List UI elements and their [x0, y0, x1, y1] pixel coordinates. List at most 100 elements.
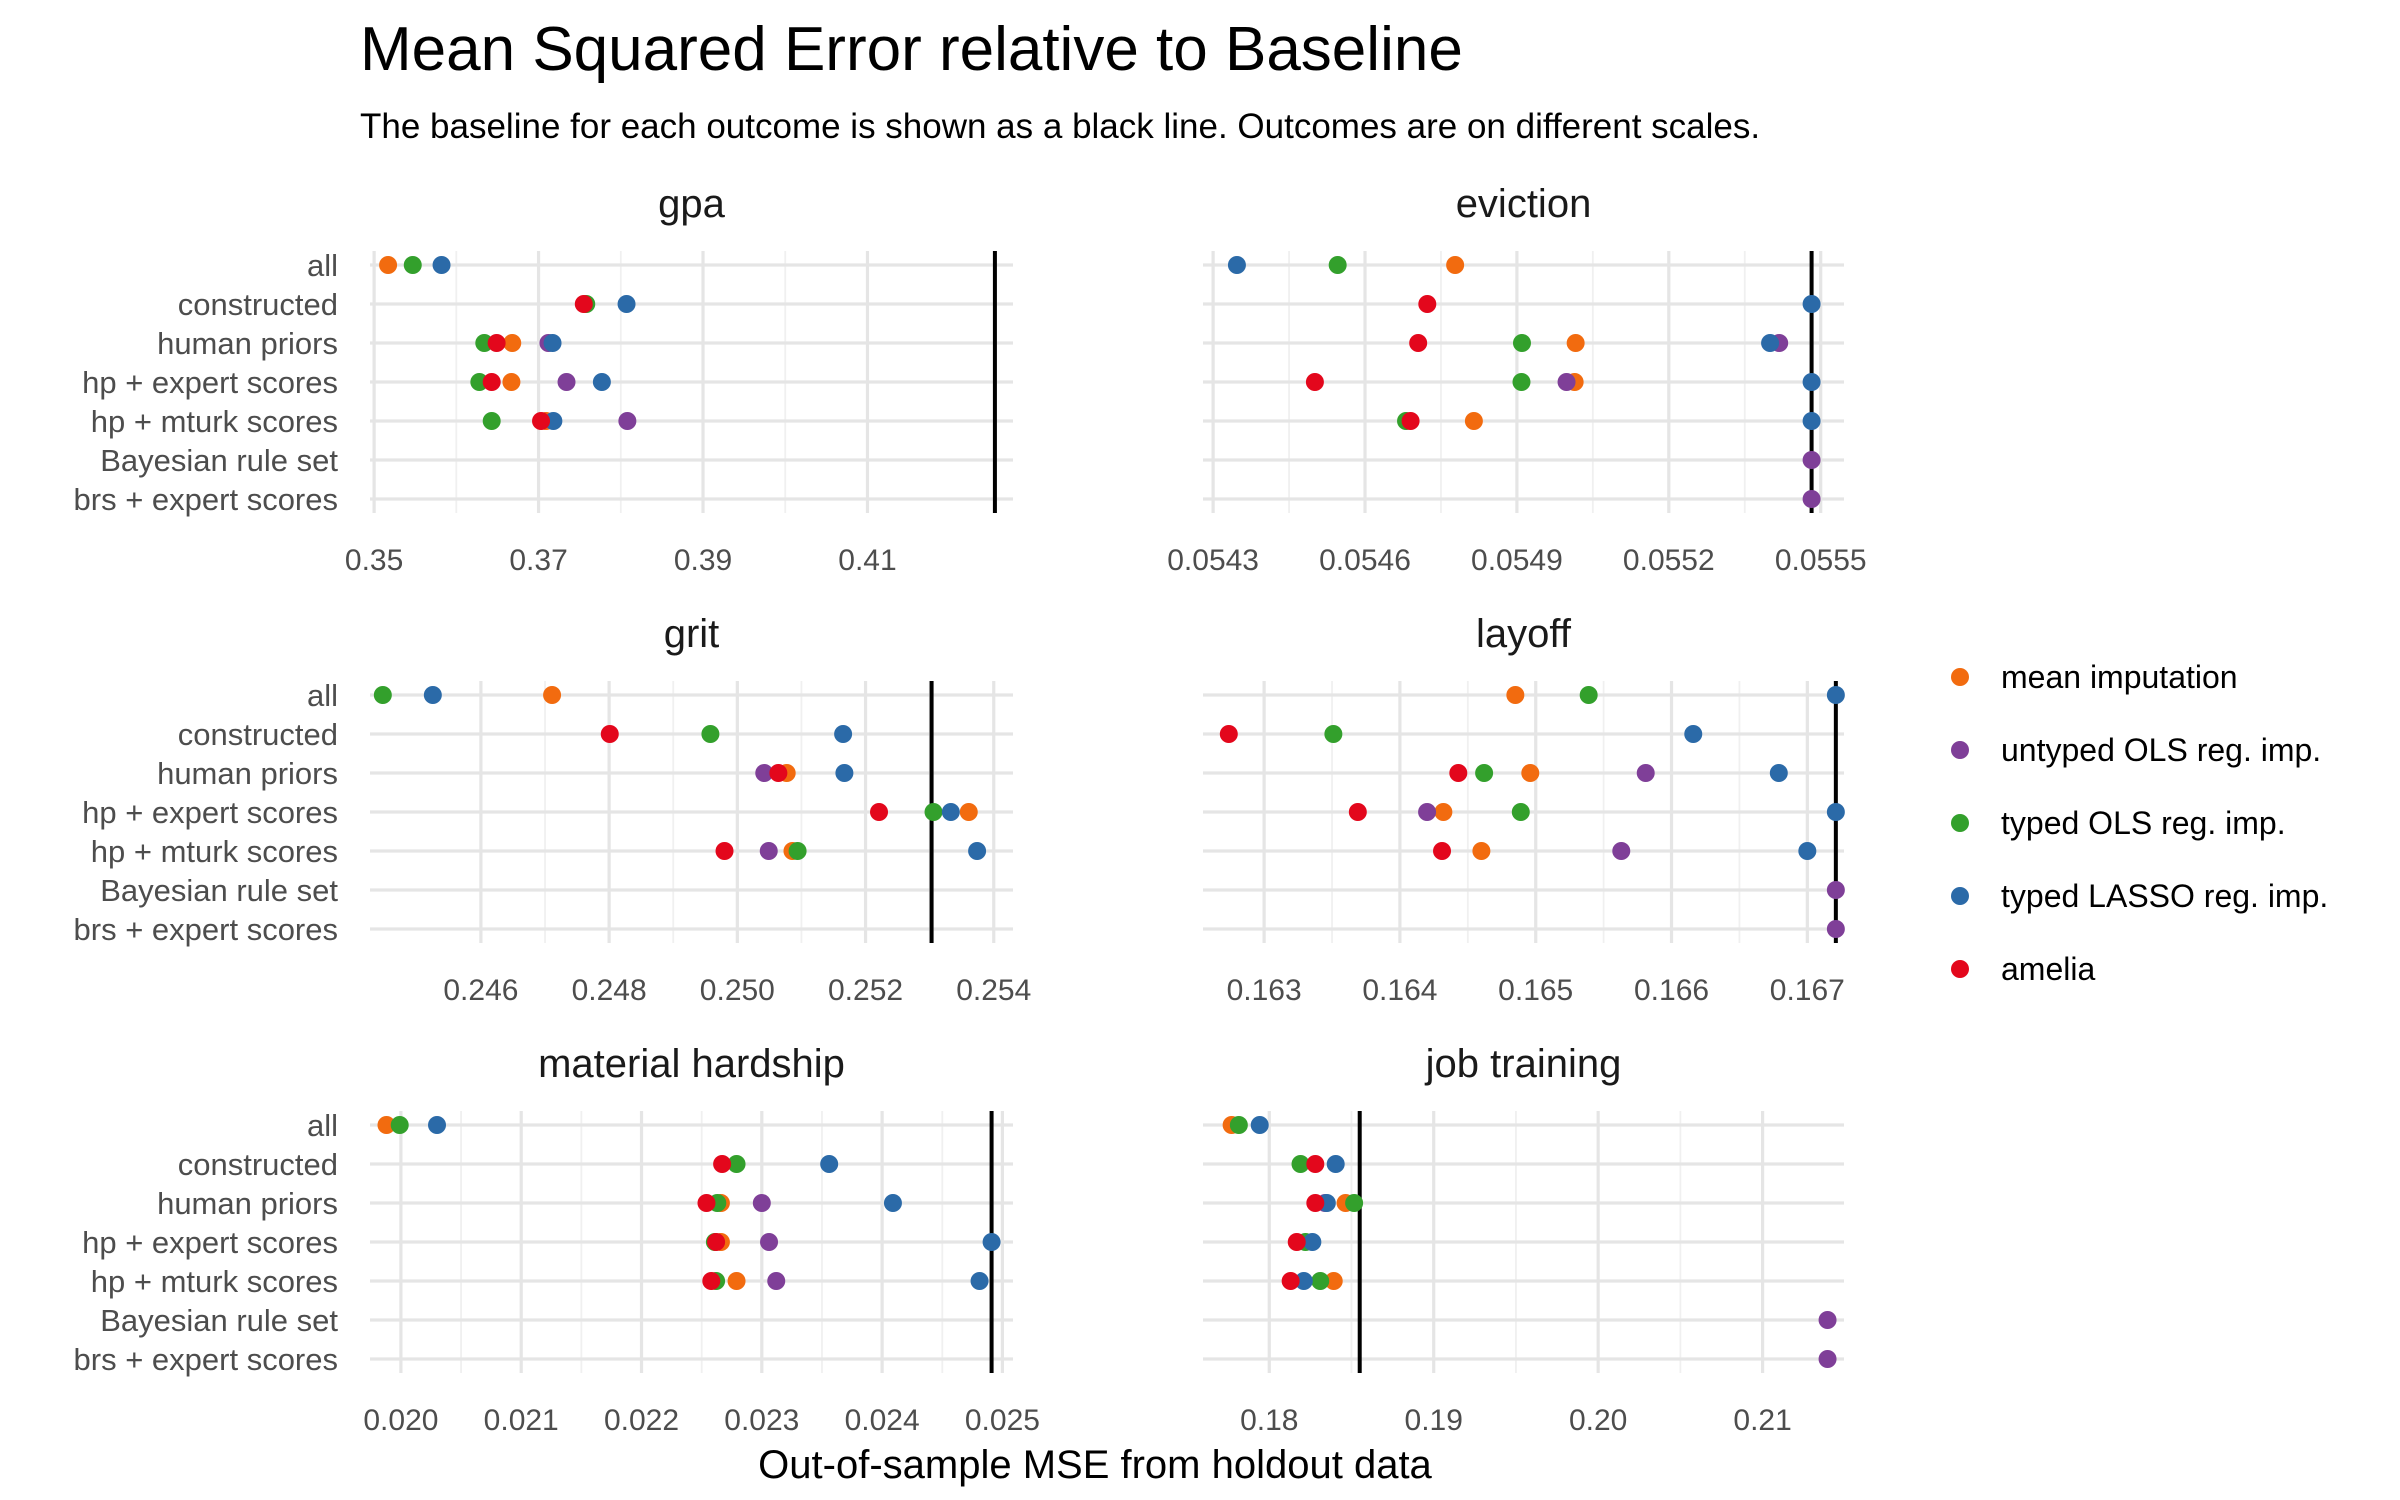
data-point-typed-lasso-reg-imp [1802, 295, 1821, 313]
data-point-mean-imputation [379, 256, 398, 274]
data-point-amelia [574, 295, 593, 313]
row-label: constructed [178, 287, 338, 322]
x-tick-label: 0.20 [1569, 1404, 1627, 1437]
row-label: hp + mturk scores [91, 834, 338, 869]
data-point-amelia [1401, 412, 1420, 430]
data-point-typed-ols-reg-imp [1229, 1116, 1248, 1134]
facet-gpa: gpa all constructed human priors hp + expert… [74, 182, 1013, 577]
legend-swatch [1951, 814, 1969, 832]
data-point-typed-lasso-reg-imp [1802, 373, 1821, 391]
legend-item-typed-lasso-reg-imp: typed LASSO reg. imp. [1951, 878, 2328, 914]
x-tick-label: 0.254 [956, 974, 1031, 1007]
data-point-typed-lasso-reg-imp [432, 256, 451, 274]
data-point-amelia [697, 1194, 716, 1212]
row-label: all [307, 248, 338, 283]
data-point-amelia [1433, 842, 1452, 860]
data-point-mean-imputation [1464, 412, 1483, 430]
x-tick-label: 0.022 [604, 1404, 679, 1437]
data-point-amelia [1305, 373, 1324, 391]
data-point-typed-lasso-reg-imp [1684, 725, 1703, 743]
data-point-untyped-ols-reg-imp [1802, 490, 1821, 508]
data-point-amelia [1306, 1194, 1325, 1212]
data-point-typed-ols-reg-imp [701, 725, 720, 743]
row-label: human priors [157, 1186, 338, 1221]
row-label: hp + expert scores [82, 1225, 338, 1260]
data-point-typed-ols-reg-imp [788, 842, 807, 860]
x-tick-label: 0.025 [965, 1404, 1040, 1437]
data-point-mean-imputation [1521, 764, 1540, 782]
data-point-typed-ols-reg-imp [1328, 256, 1347, 274]
data-point-typed-lasso-reg-imp [1802, 412, 1821, 430]
x-tick-label: 0.35 [345, 544, 403, 577]
data-point-typed-ols-reg-imp [727, 1155, 746, 1173]
data-point-typed-lasso-reg-imp [1326, 1155, 1345, 1173]
data-point-typed-lasso-reg-imp [617, 295, 636, 313]
data-point-untyped-ols-reg-imp [755, 764, 774, 782]
facet-material-hardship: material hardship all constructed human pri… [74, 1042, 1040, 1437]
x-tick-label: 0.39 [674, 544, 732, 577]
facet-title-eviction: eviction [1456, 182, 1592, 226]
data-point-mean-imputation [1472, 842, 1491, 860]
data-point-typed-ols-reg-imp [1291, 1155, 1310, 1173]
x-tick-label: 0.37 [509, 544, 567, 577]
data-point-typed-ols-reg-imp [1512, 373, 1531, 391]
data-point-typed-ols-reg-imp [390, 1116, 409, 1134]
data-point-amelia [1449, 764, 1468, 782]
data-point-mean-imputation [543, 686, 562, 704]
row-label: constructed [178, 1147, 338, 1182]
x-tick-label: 0.020 [363, 1404, 438, 1437]
data-point-typed-lasso-reg-imp [820, 1155, 839, 1173]
data-point-typed-ols-reg-imp [470, 373, 489, 391]
data-point-amelia [600, 725, 619, 743]
x-tick-label: 0.0549 [1471, 544, 1563, 577]
data-point-typed-ols-reg-imp [403, 256, 422, 274]
data-point-typed-ols-reg-imp [924, 803, 943, 821]
data-point-amelia [707, 1233, 726, 1251]
data-point-amelia [1348, 803, 1367, 821]
legend-swatch [1951, 960, 1969, 978]
data-point-amelia [769, 764, 788, 782]
data-point-typed-lasso-reg-imp [544, 412, 563, 430]
row-label: human priors [157, 326, 338, 361]
data-point-amelia [702, 1272, 721, 1290]
data-point-untyped-ols-reg-imp [1418, 803, 1437, 821]
data-point-mean-imputation [1506, 686, 1525, 704]
data-point-amelia [487, 334, 506, 352]
x-tick-label: 0.21 [1733, 1404, 1791, 1437]
chart-subtitle: The baseline for each outcome is shown a… [360, 107, 1760, 146]
facet-grit: grit all constructed human priors hp + exper… [74, 612, 1032, 1007]
data-point-mean-imputation [377, 1116, 396, 1134]
x-tick-label: 0.0546 [1319, 544, 1411, 577]
legend: mean imputation untyped OLS reg. imp. type… [1951, 659, 2328, 987]
data-point-typed-lasso-reg-imp [428, 1116, 447, 1134]
chart-title: Mean Squared Error relative to Baseline [360, 15, 1463, 84]
data-point-untyped-ols-reg-imp [1826, 881, 1845, 899]
x-tick-label: 0.167 [1770, 974, 1845, 1007]
data-point-typed-ols-reg-imp [482, 412, 501, 430]
data-point-untyped-ols-reg-imp [1612, 842, 1631, 860]
x-tick-label: 0.165 [1498, 974, 1573, 1007]
row-label: Bayesian rule set [100, 873, 338, 908]
data-point-typed-lasso-reg-imp [982, 1233, 1001, 1251]
data-point-amelia [1306, 1155, 1325, 1173]
data-point-untyped-ols-reg-imp [557, 373, 576, 391]
data-point-mean-imputation [959, 803, 978, 821]
data-point-amelia [482, 373, 501, 391]
x-tick-label: 0.023 [724, 1404, 799, 1437]
data-point-mean-imputation [727, 1272, 746, 1290]
legend-label: mean imputation [2001, 659, 2238, 695]
data-point-amelia [870, 803, 889, 821]
data-point-untyped-ols-reg-imp [760, 1233, 779, 1251]
row-label: Bayesian rule set [100, 443, 338, 478]
legend-swatch [1951, 668, 1969, 686]
data-point-untyped-ols-reg-imp [1557, 373, 1576, 391]
facet-title-job-training: job training [1425, 1042, 1622, 1086]
row-label: hp + expert scores [82, 365, 338, 400]
x-tick-label: 0.0543 [1167, 544, 1259, 577]
legend-item-typed-ols-reg-imp: typed OLS reg. imp. [1951, 805, 2286, 841]
x-tick-label: 0.252 [828, 974, 903, 1007]
data-point-mean-imputation [1566, 334, 1585, 352]
data-point-untyped-ols-reg-imp [1826, 920, 1845, 938]
facet-title-material-hardship: material hardship [538, 1042, 845, 1086]
